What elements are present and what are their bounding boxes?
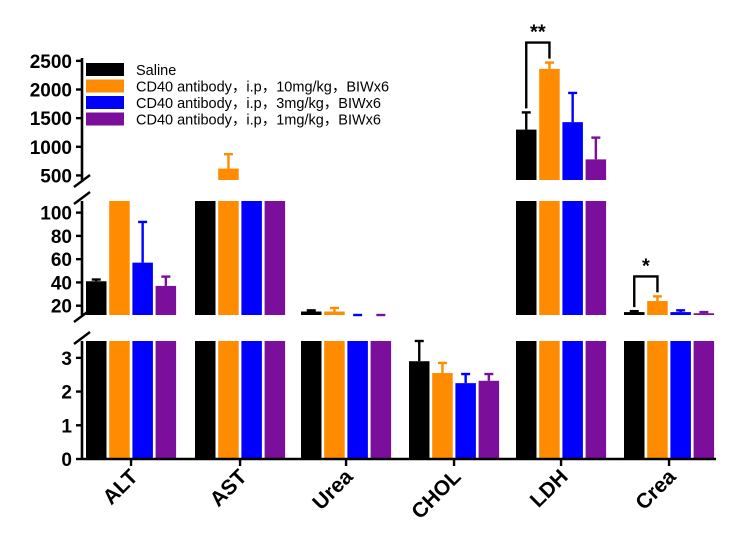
y-tick-label-2500: 2500 (30, 52, 72, 73)
x-tick-label-chol: CHOL (407, 465, 465, 523)
y-tick-label-0: 0 (61, 450, 72, 471)
y-tick-label-20: 20 (51, 297, 72, 318)
bar-alt-3-seg1 (132, 262, 153, 315)
bar-chol-1 (409, 361, 430, 459)
bar-alt-4-seg1 (155, 285, 177, 315)
bar-ast-2 (218, 341, 239, 459)
legend-swatch-3 (86, 96, 124, 109)
bar-ldh-4-seg1 (585, 201, 607, 315)
bar-crea-3-seg1 (670, 312, 691, 315)
x-tick-label-ldh: LDH (526, 465, 573, 512)
axis-break-mark (73, 191, 91, 205)
legend-label-2: CD40 antibody，i.p，10mg/kg，BIWx6 (136, 80, 389, 96)
bar-ast-2-seg1 (218, 201, 239, 315)
y-tick-label-2000: 2000 (30, 81, 72, 102)
significance-ldh-label: ** (530, 22, 546, 44)
bar-urea-2 (324, 341, 345, 459)
significance-layer: *** (525, 22, 659, 308)
bars-layer (86, 68, 715, 459)
bar-crea-1 (624, 341, 645, 459)
y-tick-label-1: 1 (61, 416, 72, 437)
bar-chol-4 (478, 380, 500, 459)
bar-ldh-1-seg2 (516, 129, 537, 180)
axis-break-mark (73, 309, 91, 323)
bar-crea-4-seg1 (693, 313, 715, 315)
bar-chol-2 (432, 373, 453, 459)
y-tick-label-1500: 1500 (30, 109, 72, 130)
bar-ast-1-seg1 (195, 201, 216, 315)
bar-ldh-3-seg1 (562, 201, 583, 315)
bar-ldh-2 (539, 341, 560, 459)
y-tick-label-2: 2 (61, 383, 72, 404)
bar-alt-2-seg1 (109, 201, 130, 315)
bar-alt-4 (155, 341, 177, 459)
axis-break-mark (73, 331, 91, 345)
bar-ast-2-seg2 (218, 168, 239, 180)
legend-swatch-2 (86, 79, 124, 93)
bar-ldh-2-seg2 (539, 68, 560, 180)
bar-ast-4 (264, 341, 286, 459)
x-tick-label-urea: Urea (308, 465, 358, 515)
bar-ast-1 (195, 341, 216, 459)
legend-swatch-1 (86, 63, 124, 76)
bar-crea-4 (693, 341, 715, 459)
bar-urea-3 (347, 341, 368, 459)
x-tick-label-alt: ALT (99, 465, 143, 509)
legend-label-3: CD40 antibody，i.p，3mg/kg，BIWx6 (136, 96, 381, 112)
bar-alt-1-seg1 (86, 281, 107, 315)
bar-urea-1 (301, 341, 322, 459)
x-axis: ALT AST Urea CHOL LDH Crea (82, 457, 716, 524)
bar-urea-1-seg1 (301, 311, 322, 315)
bar-ldh-1 (516, 341, 537, 459)
significance-crea-label: * (642, 255, 650, 277)
legend-label-4: CD40 antibody，i.p，1mg/kg，BIWx6 (136, 113, 381, 129)
bar-crea-1-seg1 (624, 312, 645, 315)
y-tick-label-40: 40 (51, 273, 72, 294)
bar-ldh-4 (585, 341, 607, 459)
significance-crea-bracket (633, 275, 659, 308)
bar-urea-2-seg1 (324, 311, 345, 315)
x-tick-label-crea: Crea (631, 465, 681, 515)
bar-alt-3 (132, 341, 153, 459)
legend-label-1: Saline (136, 63, 176, 79)
bar-ldh-2-seg1 (539, 201, 560, 315)
bar-ldh-3-seg2 (562, 122, 583, 180)
y-tick-label-3: 3 (61, 349, 72, 370)
bar-crea-2-seg1 (647, 301, 668, 315)
bar-crea-3 (670, 341, 691, 459)
legend-swatch-4 (86, 112, 124, 126)
y-tick-label-80: 80 (51, 227, 72, 248)
y-tick-label-60: 60 (51, 250, 72, 271)
bar-ast-3 (241, 341, 262, 459)
bar-ast-3-seg1 (241, 201, 262, 315)
error-bars-layer (91, 61, 709, 384)
bar-ldh-3 (562, 341, 583, 459)
bar-alt-1 (86, 341, 107, 459)
y-tick-label-500: 500 (40, 166, 72, 187)
axis-break-mark (73, 174, 91, 188)
y-tick-label-1000: 1000 (30, 138, 72, 159)
y-tick-label-100: 100 (40, 204, 72, 225)
bar-crea-2 (647, 341, 668, 459)
bar-urea-4 (370, 341, 392, 459)
bar-ast-4-seg1 (264, 201, 286, 315)
bar-ldh-1-seg1 (516, 201, 537, 315)
bar-alt-2 (109, 341, 130, 459)
significance-ldh-bracket (525, 41, 551, 109)
bar-ldh-4-seg2 (585, 159, 607, 180)
bar-chol-3 (455, 383, 476, 459)
x-tick-label-ast: AST (206, 465, 252, 511)
